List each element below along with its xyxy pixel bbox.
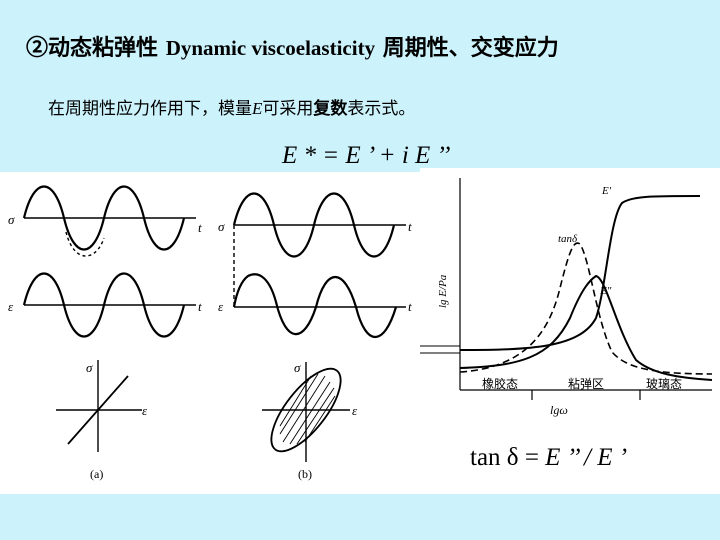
slide-title: ②动态粘弹性 Dynamic viscoelasticity 周期性、交变应力 — [26, 30, 559, 62]
wave-a-stress-dashed — [65, 231, 105, 257]
label-storage: E′ — [601, 185, 612, 197]
title-english: Dynamic viscoelasticity — [165, 36, 376, 60]
region-glassy: 玻璃态 — [646, 377, 682, 391]
elastic-line — [67, 375, 129, 445]
label-a-stress-time: t — [198, 220, 202, 235]
label-b-stress: σ — [218, 219, 225, 234]
label-a-strain-time: t — [198, 299, 202, 314]
modulus-symbol: E — [252, 99, 263, 118]
label-b-stress-time: t — [408, 219, 412, 234]
y-axis-label: lg E/Pa — [437, 274, 449, 308]
description-part-1: 在周期性应力作用下，模量 — [48, 99, 252, 119]
stress-strain-figure: σ t ε t σ t ε t σ ε σ ε (a) (b) — [0, 172, 420, 494]
region-transition: 粘弹区 — [568, 376, 604, 391]
label-b-strain-time: t — [408, 299, 412, 314]
wave-b-stress — [232, 192, 396, 258]
description-line: 在周期性应力作用下，模量E可采用复数表示式。 — [48, 94, 415, 119]
label-tan-delta: tanδ — [558, 233, 578, 245]
loss-tangent-equation: tan δ = E ’’ / E ’ — [470, 444, 627, 472]
frequency-response-chart: lg E/Pa E′ tanδ E″ 橡胶态 粘弹区 玻璃态 lgω — [420, 168, 720, 430]
label-b-strain: ε — [218, 299, 224, 314]
hysteresis-loop — [270, 367, 342, 453]
description-part-3: 表示式。 — [347, 99, 416, 119]
loss-tangent-box — [420, 430, 720, 494]
label-loss: E″ — [599, 285, 612, 297]
label-a-strain: ε — [8, 299, 14, 314]
description-bold: 复数 — [313, 99, 348, 119]
description-part-2: 可采用 — [262, 99, 314, 119]
title-number: ② — [26, 35, 49, 61]
label-b-hyst-strain: ε — [352, 403, 358, 418]
label-a-hyst-stress: σ — [86, 360, 93, 375]
storage-modulus-curve — [459, 195, 701, 351]
caption-a: (a) — [90, 467, 103, 481]
label-a-stress: σ — [8, 212, 15, 227]
wave-a-stress — [22, 185, 186, 251]
title-chinese-1: 动态粘弹性 — [48, 35, 159, 61]
caption-b: (b) — [298, 467, 312, 481]
label-a-hyst-strain: ε — [142, 403, 148, 418]
tan-delta-curve — [459, 242, 713, 375]
x-axis-label: lgω — [550, 403, 568, 417]
region-rubbery: 橡胶态 — [482, 376, 518, 391]
tan-delta-ratio: E ’’ / E ’ — [545, 444, 628, 471]
wave-a-strain — [22, 272, 186, 338]
wave-b-strain — [232, 273, 398, 338]
hysteresis-hatching — [279, 373, 336, 445]
complex-modulus-equation: E * = E ’ + i E ’’ — [282, 142, 451, 169]
frequency-response-svg: lg E/Pa E′ tanδ E″ 橡胶态 粘弹区 玻璃态 lgω — [420, 178, 713, 417]
title-chinese-2: 周期性、交变应力 — [382, 35, 559, 61]
label-b-hyst-stress: σ — [294, 360, 301, 375]
stress-strain-svg: σ t ε t σ t ε t σ ε σ ε (a) (b) — [8, 185, 412, 481]
tan-delta-prefix: tan δ = — [470, 444, 546, 471]
